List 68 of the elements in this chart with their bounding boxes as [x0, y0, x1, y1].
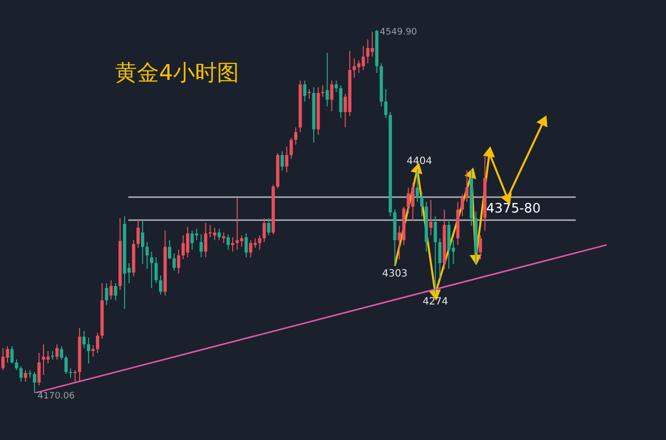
- candlestick: [172, 253, 176, 272]
- candlestick: [168, 240, 172, 260]
- candlestick: [384, 88, 388, 118]
- candlestick: [24, 370, 28, 382]
- candlestick: [114, 282, 118, 301]
- candlestick: [285, 146, 288, 173]
- candlestick: [37, 352, 41, 386]
- candlestick: [140, 220, 144, 265]
- candlestick: [104, 282, 108, 306]
- candlestick: [154, 256, 158, 284]
- candlestick: [19, 366, 23, 382]
- candlestick: [46, 350, 50, 364]
- candlestick: [159, 275, 162, 296]
- candlestick: [91, 344, 95, 358]
- candlestick: [420, 192, 424, 217]
- candlestick: [28, 370, 32, 378]
- candlestick: [429, 200, 432, 236]
- candlestick: [1, 348, 5, 371]
- candlestick: [218, 228, 221, 241]
- candlestick: [82, 330, 86, 349]
- candlestick: [231, 236, 234, 252]
- candlestick: [262, 218, 266, 243]
- candlestick: [136, 218, 140, 248]
- candlestick: [294, 126, 298, 146]
- candlestick: [145, 242, 149, 270]
- candlestick: [68, 368, 72, 378]
- point: [484, 147, 494, 158]
- candlestick: [42, 344, 46, 376]
- candlestick: [434, 216, 437, 294]
- candlestick: [321, 84, 324, 98]
- candlestick: [478, 234, 482, 260]
- data-label: 4404: [406, 156, 432, 168]
- candlestick: [10, 346, 14, 364]
- candlestick: [55, 344, 59, 360]
- candlestick: [460, 194, 464, 217]
- candlestick: [204, 222, 208, 258]
- candlestick: [244, 232, 248, 258]
- candlestick: [416, 168, 419, 202]
- data-label: 4303: [382, 268, 408, 280]
- data-label: 4274: [422, 296, 448, 308]
- candlestick: [177, 249, 180, 274]
- candlestick: [109, 280, 113, 300]
- candlestick: [438, 238, 442, 279]
- candlestick: [64, 355, 68, 374]
- candlestick: [330, 80, 334, 112]
- candlestick: [32, 372, 36, 394]
- point: [412, 164, 422, 174]
- annotation: 4549.90: [380, 27, 418, 38]
- candlestick: [339, 84, 342, 118]
- text: 黄金4小时图: [115, 60, 239, 88]
- candlestick: [96, 332, 100, 354]
- candlestick: [226, 234, 230, 250]
- candlestick: [465, 170, 468, 202]
- candlestick: [290, 137, 293, 160]
- candlestick: [334, 80, 338, 93]
- candlestick: [258, 234, 262, 250]
- point: [537, 116, 548, 127]
- candlestick: [200, 234, 203, 258]
- candlestick: [280, 150, 284, 171]
- annotation: 4170.06: [38, 391, 76, 402]
- candlestick: [60, 346, 64, 360]
- candlestick: [303, 80, 306, 102]
- ref-line-label: 4375-80: [486, 202, 541, 217]
- candlestick: [86, 337, 90, 364]
- candlestick: [326, 52, 329, 107]
- candlestick: [73, 370, 77, 384]
- candlestick: [267, 218, 270, 236]
- candlestick: [308, 88, 311, 100]
